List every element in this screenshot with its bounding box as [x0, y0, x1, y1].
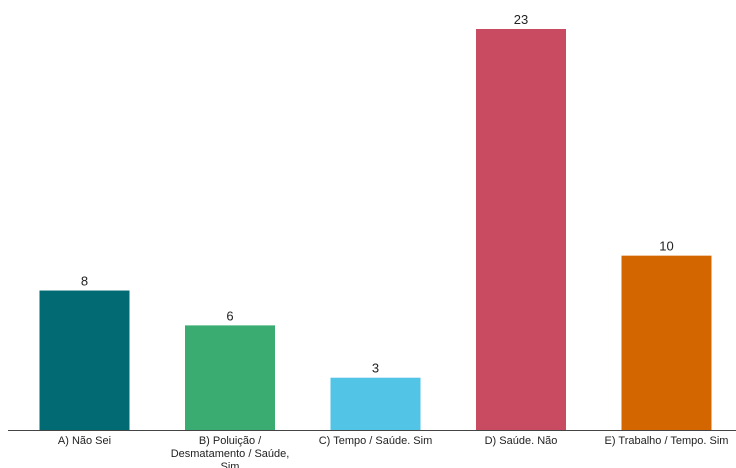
bar-value-label: 23	[514, 12, 528, 27]
bar	[185, 325, 275, 430]
value-labels-group: 8 6 3 23 10	[81, 12, 674, 376]
bar	[39, 290, 130, 430]
bar-value-label: 10	[659, 239, 673, 254]
bar	[330, 377, 421, 430]
category-label-line: Sim	[221, 461, 240, 468]
category-label-line: E) Trabalho / Tempo. Sim	[605, 435, 729, 447]
category-label: D) Saúde. Não	[485, 435, 558, 447]
category-label: C) Tempo / Saúde. Sim	[319, 435, 433, 447]
bars-group	[39, 29, 712, 430]
category-label: B) Poluição / Desmatamento / Saúde, Sim	[171, 435, 290, 468]
category-label-line: A) Não Sei	[58, 435, 111, 447]
bar-value-label: 8	[81, 274, 88, 289]
bar-value-label: 6	[226, 308, 233, 323]
category-label: A) Não Sei	[58, 435, 111, 447]
category-label-line: B) Poluição /	[199, 435, 262, 447]
category-label-line: Desmatamento / Saúde,	[171, 448, 290, 460]
category-label-line: D) Saúde. Não	[485, 435, 558, 447]
bar	[476, 29, 566, 430]
category-label-line: C) Tempo / Saúde. Sim	[319, 435, 433, 447]
category-labels-group: A) Não Sei B) Poluição / Desmatamento / Sa…	[58, 435, 729, 468]
bar	[621, 255, 712, 430]
category-label: E) Trabalho / Tempo. Sim	[605, 435, 729, 447]
bar-value-label: 3	[372, 361, 379, 376]
